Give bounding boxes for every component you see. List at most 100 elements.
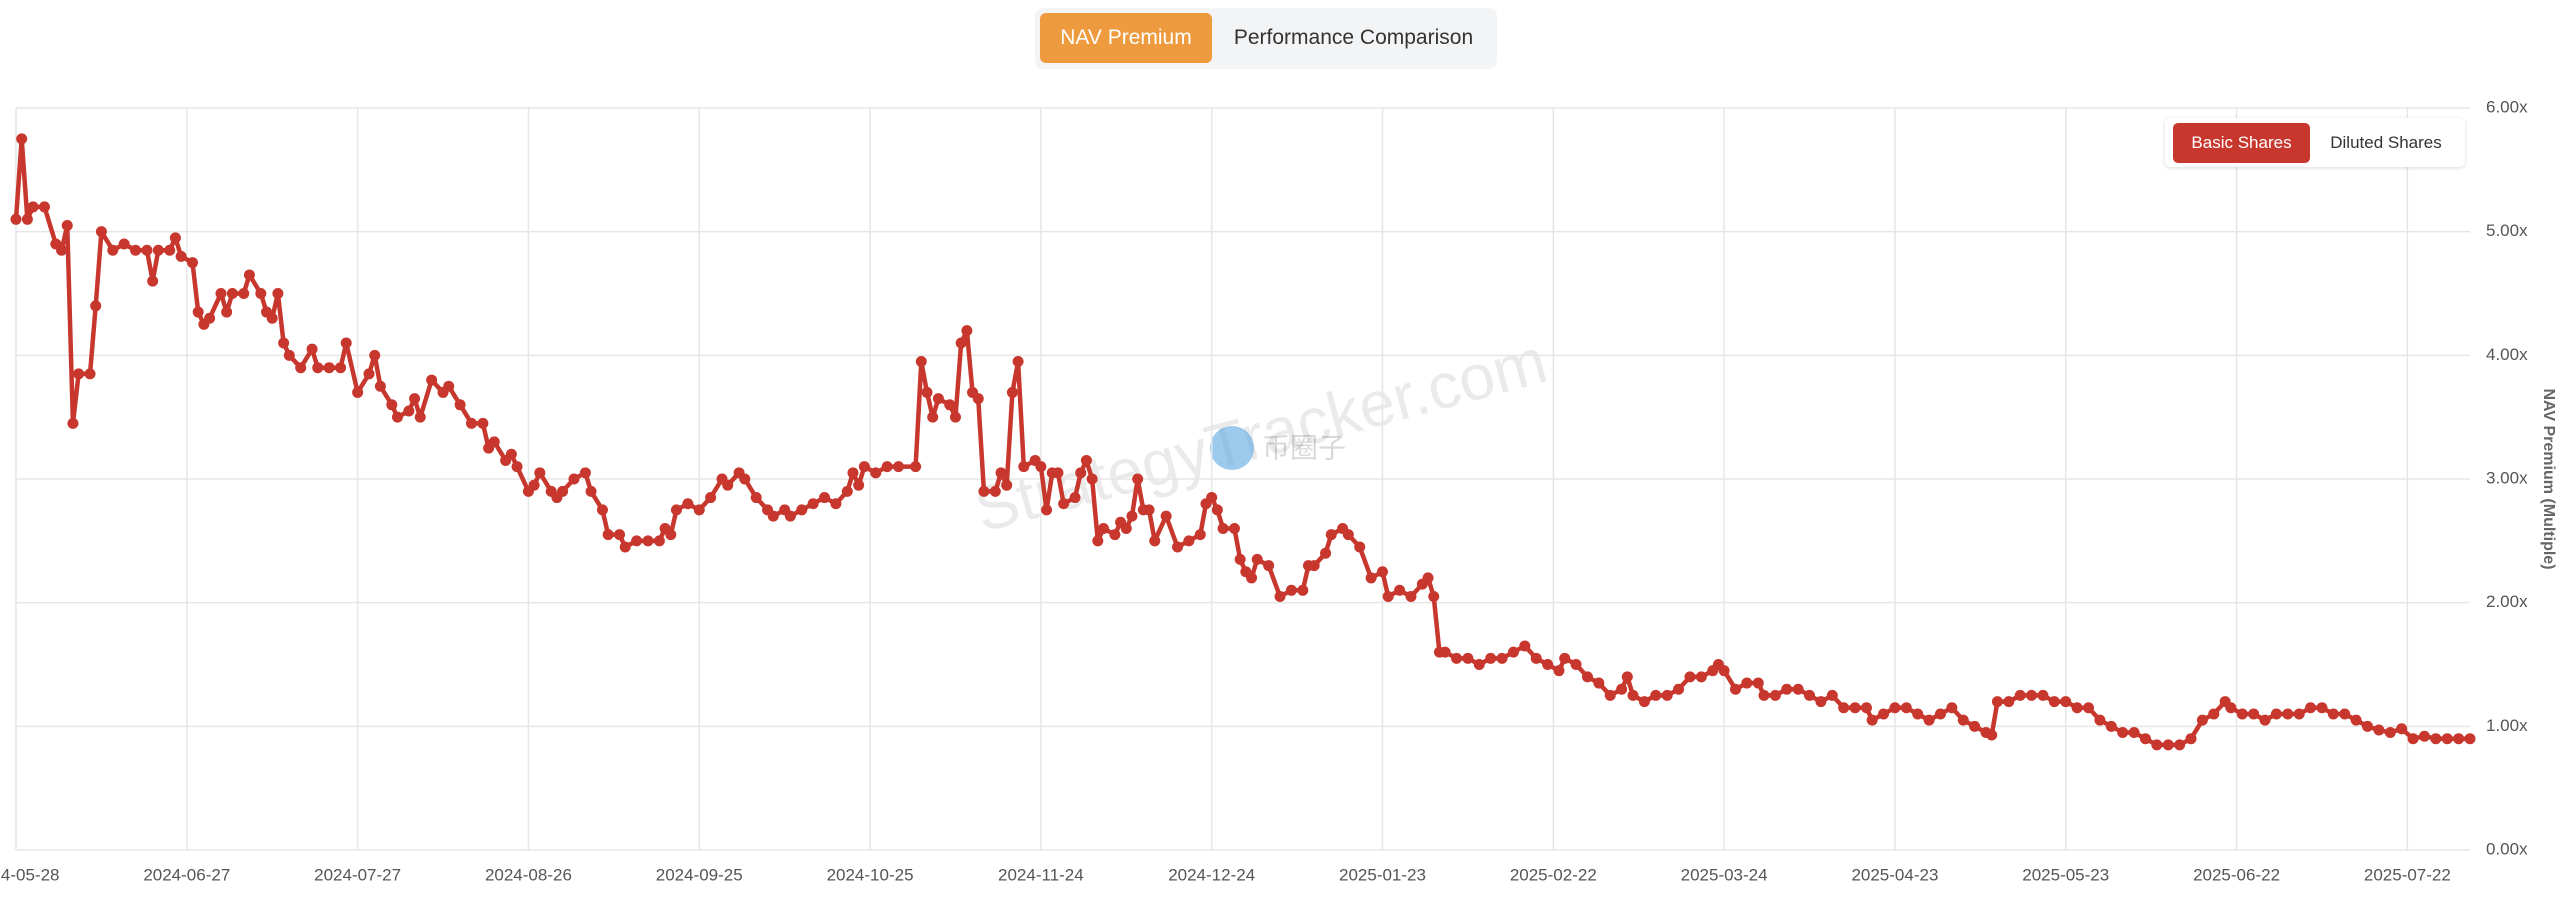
data-point [2003, 696, 2015, 708]
x-tick-label: 2025-05-23 [2022, 865, 2109, 884]
data-point [2270, 708, 2282, 720]
data-point [2362, 720, 2374, 732]
data-point [107, 244, 119, 256]
data-point [2236, 708, 2248, 720]
data-point [2248, 708, 2260, 720]
data-point [1485, 652, 1497, 664]
data-point [1075, 467, 1087, 479]
data-point [488, 436, 500, 448]
data-point [955, 337, 967, 349]
data-point [1132, 473, 1144, 485]
data-point [56, 244, 68, 256]
data-point [557, 485, 569, 497]
data-point [1923, 714, 1935, 726]
data-point [932, 393, 944, 405]
data-point [1126, 510, 1138, 522]
tab-bar: NAV Premium Performance Comparison [1035, 8, 1497, 69]
data-point [2208, 708, 2220, 720]
data-point [1781, 683, 1793, 695]
data-point [631, 535, 643, 547]
data-point [2453, 733, 2465, 745]
data-point [1172, 541, 1184, 553]
data-point [1263, 560, 1275, 572]
data-point [1559, 652, 1571, 664]
data-point [722, 479, 734, 491]
tab-performance[interactable]: Performance Comparison [1233, 26, 1474, 49]
data-point [853, 479, 865, 491]
toggle-diluted[interactable]: Diluted Shares [2330, 133, 2442, 152]
data-point [169, 232, 181, 244]
tab-nav-premium[interactable]: NAV Premium [1040, 13, 1212, 63]
data-point [1320, 547, 1332, 559]
data-point [1325, 529, 1337, 541]
data-point [1621, 671, 1633, 683]
data-point [1860, 702, 1872, 714]
data-point [1228, 522, 1240, 534]
data-point [2441, 733, 2453, 745]
data-point [915, 356, 927, 368]
data-point [16, 133, 28, 145]
data-point [90, 300, 102, 312]
data-point [1718, 665, 1730, 677]
data-point [995, 467, 1007, 479]
share-toggle: Basic Shares Diluted Shares [2165, 118, 2465, 167]
data-point [1934, 708, 1946, 720]
data-point [1581, 671, 1593, 683]
data-point [1730, 683, 1742, 695]
toggle-basic[interactable]: Basic Shares [2173, 123, 2310, 163]
data-point [1297, 584, 1309, 596]
data-point [1109, 529, 1121, 541]
data-point [949, 411, 961, 423]
data-point [283, 349, 295, 361]
data-point [1542, 659, 1554, 670]
data-point [841, 485, 853, 497]
data-point [1234, 553, 1246, 565]
data-point [619, 541, 631, 553]
data-point [670, 504, 682, 516]
data-point [2407, 733, 2419, 745]
data-point [238, 288, 250, 299]
data-point [369, 349, 381, 361]
data-point [2464, 733, 2476, 745]
data-point [2418, 730, 2430, 742]
data-point [858, 461, 870, 473]
y-axis-label: NAV Premium (Multiple) [2540, 388, 2557, 569]
data-point [295, 362, 307, 374]
data-point [1616, 683, 1628, 695]
data-point [2327, 708, 2339, 720]
data-point [682, 498, 694, 510]
data-point [73, 368, 85, 380]
data-point [642, 535, 654, 547]
data-point [1143, 504, 1155, 516]
data-point [118, 238, 130, 250]
data-point [2339, 708, 2351, 720]
data-point [944, 399, 956, 411]
data-point [1206, 492, 1218, 504]
data-point [534, 467, 546, 479]
data-point [2014, 689, 2026, 701]
data-point [893, 461, 905, 473]
data-point [306, 343, 318, 355]
data-point [921, 386, 933, 398]
data-point [1092, 535, 1104, 547]
x-tick-label: 2025-04-23 [1851, 865, 1938, 884]
data-point [1946, 702, 1958, 714]
data-point [147, 275, 159, 287]
data-point [2162, 739, 2174, 751]
data-point [204, 312, 216, 324]
data-point [1866, 714, 1878, 726]
data-point [403, 405, 415, 417]
data-point [2105, 720, 2117, 732]
data-point [511, 461, 523, 473]
data-point [1752, 677, 1764, 689]
data-point [705, 492, 717, 504]
data-point [335, 362, 347, 374]
data-point [1001, 479, 1013, 491]
data-point [10, 213, 22, 225]
data-point [1804, 689, 1816, 701]
data-point [1969, 720, 1981, 732]
data-point [739, 473, 751, 485]
data-point [352, 386, 364, 398]
data-point [1496, 652, 1508, 664]
data-point [653, 535, 665, 547]
